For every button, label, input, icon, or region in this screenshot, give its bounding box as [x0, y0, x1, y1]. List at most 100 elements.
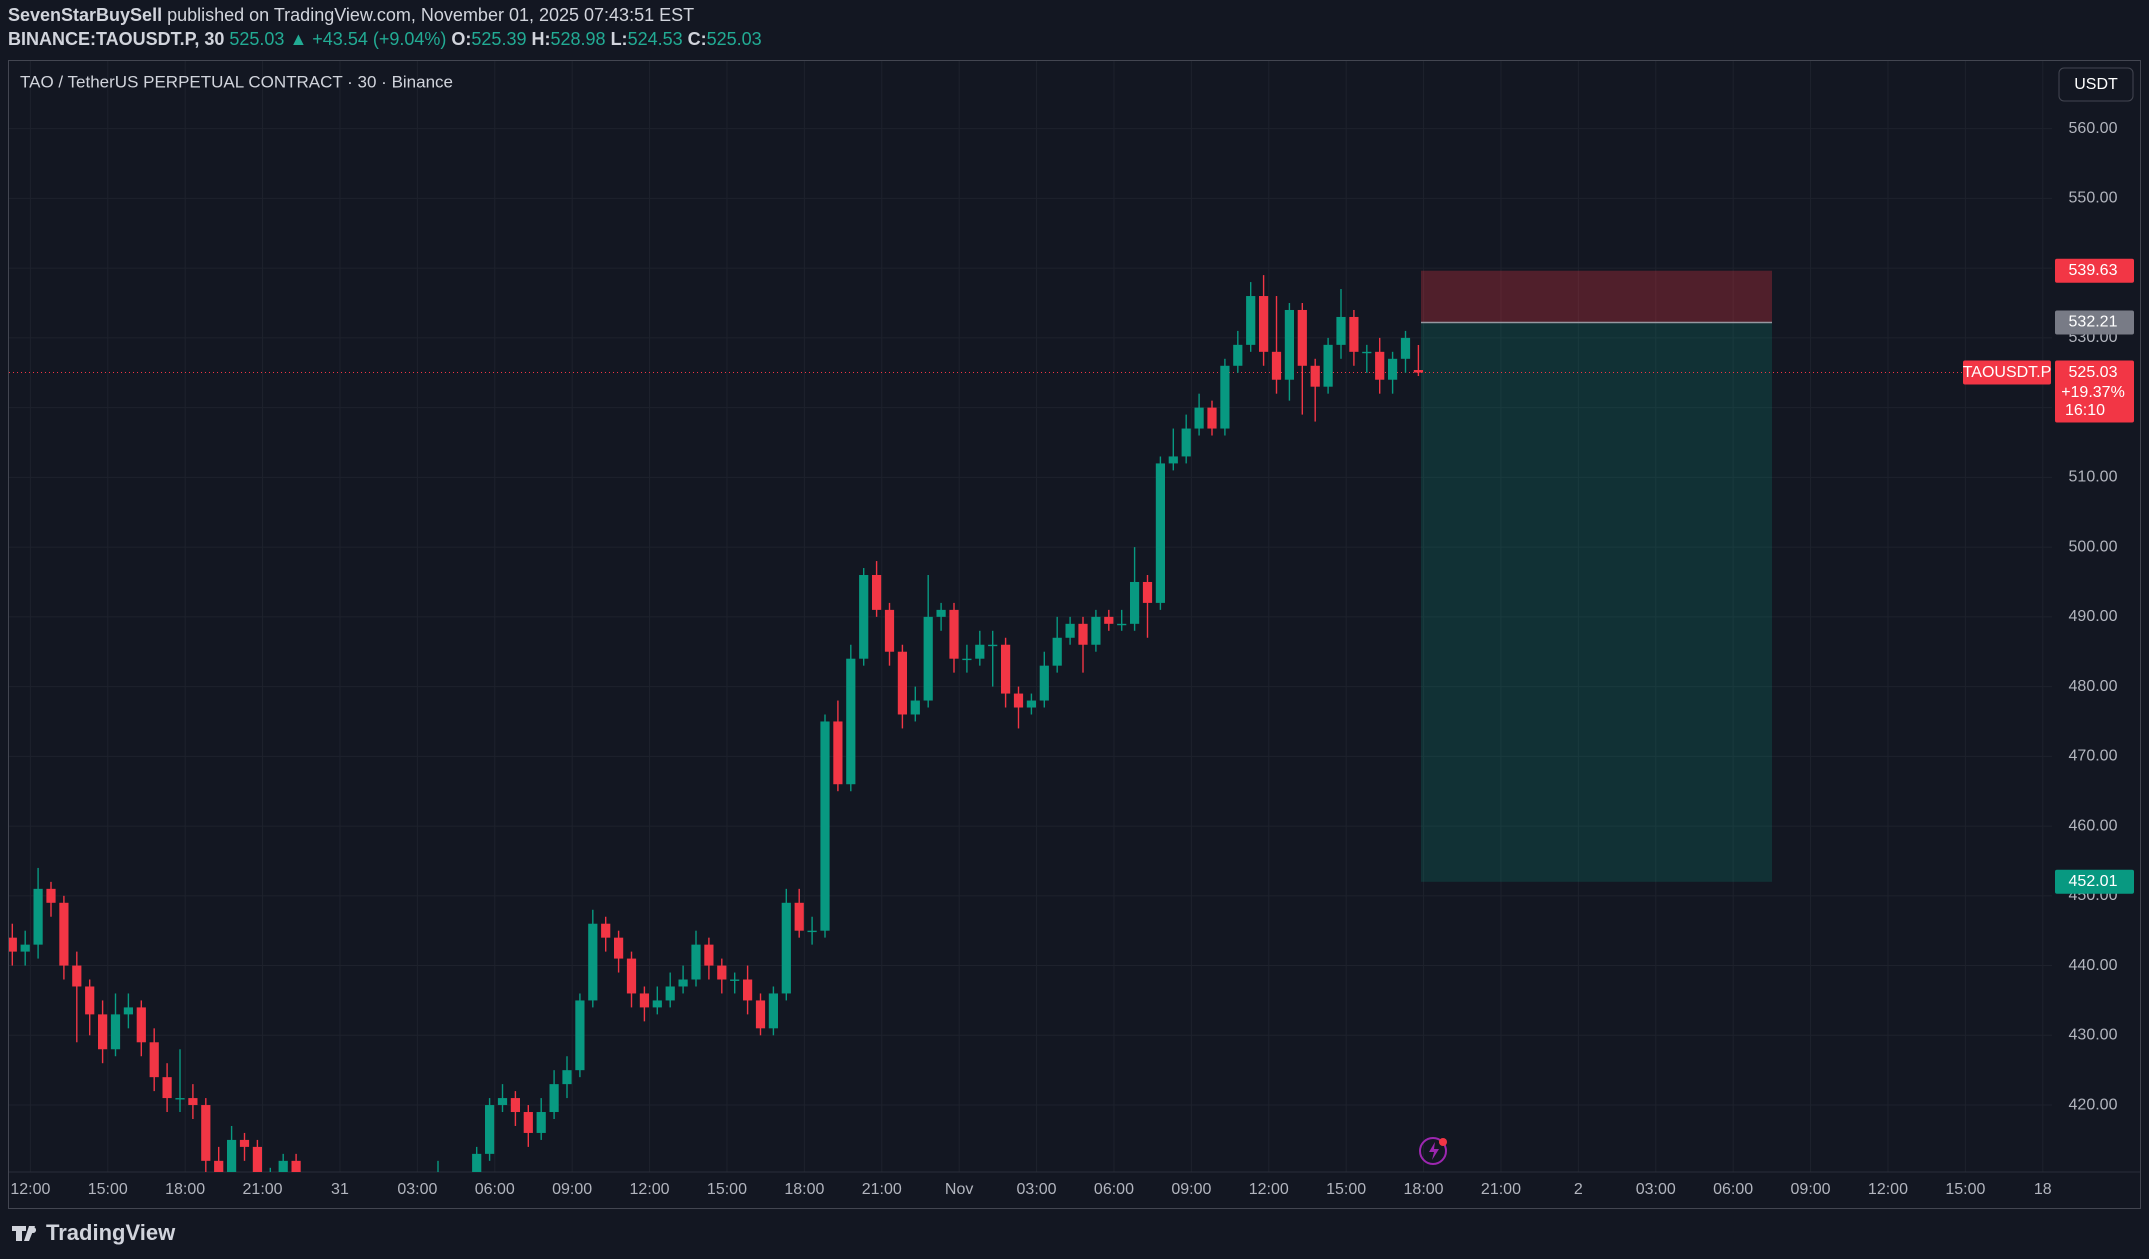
candle-body — [1078, 623, 1088, 645]
y-tick-label: 510.00 — [2069, 469, 2118, 486]
x-tick-label: Nov — [945, 1181, 973, 1198]
candle-body — [1065, 623, 1075, 638]
candle-body — [510, 1098, 520, 1113]
candle-body — [472, 1153, 482, 1172]
candle-body — [485, 1105, 495, 1154]
candle-body — [214, 1160, 224, 1172]
currency-button[interactable] — [2058, 67, 2134, 102]
x-tick-label: 03:00 — [397, 1181, 437, 1198]
last-price-change: +19.37% — [2061, 384, 2125, 401]
candle-body — [833, 721, 843, 785]
symbol: BINANCE:TAOUSDT.P, 30 — [8, 29, 224, 49]
event-bolt — [1429, 1142, 1439, 1160]
ohlc-value: 524.53 — [628, 29, 683, 49]
ohlc-label: H: — [531, 29, 550, 49]
y-tick-label: 490.00 — [2069, 608, 2118, 625]
candle-body — [1246, 296, 1256, 345]
candle-body — [936, 609, 946, 617]
candle-body — [175, 1098, 185, 1100]
y-tick-label: 550.00 — [2069, 190, 2118, 207]
x-tick-label: 21:00 — [862, 1181, 902, 1198]
y-tick-label: 480.00 — [2069, 678, 2118, 695]
x-tick-label: 06:00 — [1094, 1181, 1134, 1198]
candle-body — [1375, 351, 1385, 380]
candle-body — [72, 965, 82, 987]
candle-body — [110, 1014, 121, 1050]
candle-body — [614, 937, 624, 959]
candle-body — [1104, 616, 1114, 624]
event-dot — [1439, 1138, 1447, 1146]
stop-zone — [1421, 270, 1772, 323]
last-price-label: 525.03 — [2069, 364, 2118, 381]
symbol-line: BINANCE:TAOUSDT.P, 30 525.03 ▲ +43.54 (+… — [8, 29, 762, 49]
candle-body — [717, 965, 727, 980]
candle-body — [872, 575, 882, 610]
y-tick-label: 560.00 — [2069, 120, 2118, 137]
candle-body — [1117, 623, 1127, 626]
chart-title: TAO / TetherUS PERPETUAL CONTRACT · 30 ·… — [20, 72, 453, 91]
x-tick-label: 18:00 — [784, 1181, 824, 1198]
candle-body — [562, 1070, 572, 1085]
target-zone — [1421, 322, 1772, 882]
candle-body — [1220, 365, 1230, 429]
x-tick-label: 15:00 — [707, 1181, 747, 1198]
candle-body — [949, 609, 959, 659]
candle-body — [820, 721, 830, 931]
candle-body — [1323, 344, 1333, 387]
x-tick-label: 21:00 — [1481, 1181, 1521, 1198]
x-tick-label: 31 — [331, 1181, 349, 1198]
event-icon[interactable] — [1419, 1137, 1447, 1165]
candle-body — [1336, 316, 1346, 345]
currency[interactable]: USDT — [2074, 76, 2118, 93]
ohlc-label: C: — [688, 29, 707, 49]
x-tick-label: 06:00 — [475, 1181, 515, 1198]
candle-body — [665, 986, 675, 1001]
candle-body — [730, 979, 740, 981]
candle-body — [549, 1084, 559, 1113]
candle-body — [652, 1000, 662, 1008]
candle-body — [1297, 309, 1307, 366]
candle-body — [1362, 351, 1372, 354]
candle-body — [678, 979, 688, 987]
candle-body — [1013, 693, 1024, 708]
candle-body — [33, 888, 43, 945]
candle-body — [252, 1146, 262, 1172]
candle-body — [1233, 344, 1243, 366]
x-tick-label: 18:00 — [1404, 1181, 1444, 1198]
candle-body — [523, 1112, 533, 1133]
candle-body — [768, 993, 778, 1029]
entry-label: 532.21 — [2069, 314, 2118, 331]
change: ▲ +43.54 (+9.04%) — [289, 29, 446, 49]
candle-body — [704, 944, 714, 966]
stop-box — [2055, 258, 2134, 283]
candle-body — [123, 1007, 133, 1015]
x-tick-label: 18 — [2034, 1181, 2052, 1198]
ohlc-label: L: — [611, 29, 628, 49]
candle-body — [1168, 456, 1178, 464]
candle-body — [9, 937, 17, 952]
x-tick-label: 12:00 — [1868, 1181, 1908, 1198]
candle-body — [1142, 581, 1153, 603]
candle-body — [1349, 316, 1359, 352]
candle-body — [1194, 407, 1204, 429]
candle-body — [291, 1160, 301, 1172]
candle-body — [807, 930, 817, 933]
x-tick-label: 09:00 — [552, 1181, 592, 1198]
candle-body — [59, 902, 69, 966]
x-tick-label: 12:00 — [630, 1181, 670, 1198]
candle-body — [46, 888, 56, 903]
ohlc-value: 528.98 — [550, 29, 605, 49]
candle-body — [136, 1007, 146, 1043]
x-tick-label: 12:00 — [10, 1181, 50, 1198]
ohlc-value: 525.03 — [707, 29, 762, 49]
candle-body — [239, 1139, 250, 1147]
candle-body — [1052, 637, 1062, 666]
x-tick-label: 18:00 — [165, 1181, 205, 1198]
target-label: 452.01 — [2069, 873, 2118, 890]
x-tick-label: 15:00 — [1945, 1181, 1985, 1198]
candle-body — [85, 986, 95, 1015]
candle-body — [536, 1112, 546, 1133]
y-tick-label: 440.00 — [2069, 957, 2118, 974]
candle-body — [1400, 337, 1411, 359]
candle-body — [278, 1160, 288, 1172]
